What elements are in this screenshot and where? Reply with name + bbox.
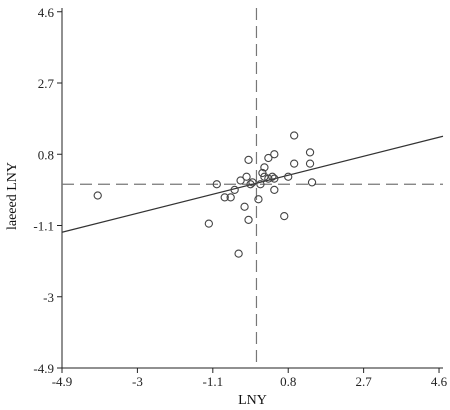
data-point (248, 178, 257, 187)
x-tick-label: -4.9 (52, 374, 73, 389)
x-axis-title: LNY (238, 393, 267, 408)
y-tick-label: -3 (43, 290, 54, 305)
y-tick-label: 0.8 (38, 147, 54, 162)
regression-line (61, 135, 444, 233)
y-tick-label: -1.1 (33, 219, 54, 234)
data-point (305, 148, 315, 157)
data-point (270, 174, 279, 183)
x-tick-label: 0.8 (280, 374, 296, 389)
data-point (220, 193, 229, 202)
y-tick-label: 2.7 (38, 76, 55, 91)
data-point (230, 185, 239, 195)
data-point (260, 163, 269, 172)
data-point (240, 202, 249, 211)
data-point (264, 153, 273, 163)
data-point (270, 150, 279, 159)
data-point (260, 172, 269, 181)
data-point (307, 178, 317, 187)
data-point (270, 185, 279, 195)
data-point (242, 172, 251, 181)
x-tick-label: -3 (132, 374, 143, 389)
data-point (256, 180, 265, 189)
y-tick-label: 4.6 (38, 5, 55, 20)
data-point (244, 155, 253, 165)
x-tick-label: -1.1 (203, 374, 224, 389)
data-point (234, 249, 243, 258)
y-tick-label: -4.9 (33, 361, 54, 376)
data-point (93, 191, 102, 200)
data-point (284, 172, 293, 181)
data-point (236, 176, 245, 185)
data-point (254, 195, 263, 204)
data-point (305, 159, 315, 168)
data-point (212, 180, 221, 189)
data-point (290, 131, 299, 140)
data-point (290, 159, 299, 168)
data-point (246, 180, 255, 189)
data-point (280, 211, 289, 221)
data-point (204, 219, 213, 228)
x-tick-label: 4.6 (431, 374, 448, 389)
y-axis-title: laeeed LNY (5, 162, 20, 230)
data-point (226, 193, 235, 202)
data-point (264, 174, 273, 183)
x-tick-label: 2.7 (356, 374, 373, 389)
data-point (244, 215, 253, 225)
data-point (268, 172, 277, 181)
